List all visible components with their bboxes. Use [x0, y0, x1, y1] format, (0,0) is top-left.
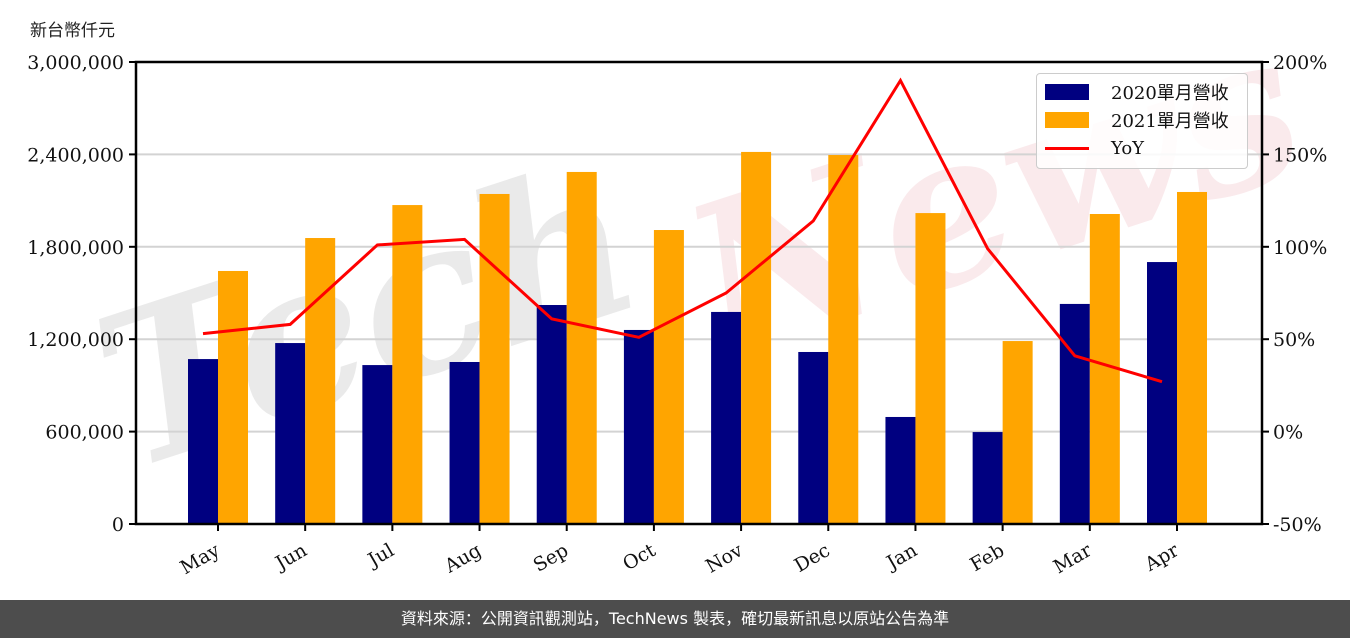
left-axis-tick-label: 1,800,000 [27, 237, 124, 259]
x-axis-tick-label: Feb [966, 539, 1008, 576]
bar-2021-jul [392, 205, 423, 525]
bar-2021-aug [479, 193, 510, 524]
legend-item-yoy: YoY [1045, 136, 1144, 160]
x-axis-tick-label: Oct [619, 539, 660, 575]
bar-2020-jul [362, 365, 393, 524]
bar-2021-nov [741, 151, 772, 524]
chart-canvas: TechNews 0600,0001,200,0001,800,0002,400… [27, 0, 1329, 579]
legend-item-2020: 2020單月營收 [1045, 80, 1229, 104]
x-axis-tick-label: Jun [270, 539, 311, 575]
right-axis-tick-label: 100% [1273, 237, 1327, 259]
legend-label: YoY [1111, 137, 1145, 159]
bar-2020-oct [623, 329, 654, 524]
x-axis-tick-label: Nov [702, 539, 747, 578]
bar-2020-sep [536, 305, 567, 524]
left-axis-tick-label: 1,200,000 [27, 329, 124, 351]
y-axis-unit-label: 新台幣仟元 [30, 21, 115, 41]
left-axis-tick-label: 600,000 [45, 422, 124, 444]
bar-2021-oct [653, 230, 684, 524]
bar-2020-nov [711, 311, 742, 524]
right-axis-tick-label: 150% [1273, 144, 1327, 166]
x-axis-tick-label: Dec [791, 539, 834, 577]
bar-2021-sep [566, 171, 597, 524]
bar-2020-apr [1147, 262, 1177, 524]
right-axis-tick-label: 200% [1273, 52, 1327, 74]
bar-2020-mar [1059, 303, 1090, 524]
source-footer: 資料來源：公開資訊觀測站，TechNews 製表，確切最新訊息以原站公告為準 [0, 600, 1350, 638]
bar-2020-feb [972, 432, 1003, 524]
bar-2020-jan [885, 416, 916, 524]
bar-2021-may [218, 270, 248, 524]
x-axis-tick-label: Jan [881, 539, 921, 575]
legend-label: 2020單月營收 [1111, 83, 1229, 104]
left-axis-ticks: 0 600,000 1,200,000 1,800,000 2,400,000 3,000… [27, 52, 136, 536]
axes [134, 60, 1264, 526]
bar-2020-dec [798, 351, 829, 524]
bar-2021-jun [305, 238, 336, 524]
legend-swatch-2021 [1045, 112, 1089, 128]
x-axis-tick-label: Sep [530, 539, 573, 576]
x-axis-tick-label: May [177, 539, 224, 579]
legend-swatch-2020 [1045, 84, 1089, 100]
legend-line-yoy [1045, 146, 1089, 150]
right-axis-ticks: -50% 0% 50% 100% 150% 200% [1262, 52, 1327, 536]
yoy-line-series [202, 77, 1163, 384]
x-axis-tick-label: Jul [363, 539, 398, 572]
bar-2020-jun [275, 343, 306, 524]
left-axis-tick-label: 0 [112, 514, 124, 536]
bar-2020-aug [449, 361, 480, 524]
right-axis-tick-label: -50% [1273, 514, 1322, 536]
x-axis-tick-label: Mar [1050, 539, 1096, 578]
bar-2021-feb [1002, 341, 1033, 524]
legend-label: 2021單月營收 [1111, 111, 1229, 132]
chart-legend: 2020單月營收 2021單月營收 YoY [1036, 73, 1248, 169]
bar-2020-may [188, 359, 218, 524]
x-axis-ticks: May Jun Jul Aug Sep Oct Nov Dec Jan Feb Mar Apr [177, 524, 1183, 579]
bar-2021-jan [915, 213, 946, 524]
right-axis-tick-label: 0% [1273, 422, 1303, 444]
legend-item-2021: 2021單月營收 [1045, 108, 1229, 132]
x-axis-tick-label: Apr [1140, 539, 1183, 576]
left-axis-tick-label: 3,000,000 [27, 52, 124, 74]
left-axis-tick-label: 2,400,000 [27, 144, 124, 166]
bar-2021-apr [1177, 191, 1207, 524]
right-axis-tick-label: 50% [1273, 329, 1315, 351]
yoy-line [202, 77, 1163, 384]
bar-2021-dec [828, 155, 859, 525]
bar-series [188, 151, 1207, 525]
x-axis-tick-label: Aug [440, 539, 485, 578]
